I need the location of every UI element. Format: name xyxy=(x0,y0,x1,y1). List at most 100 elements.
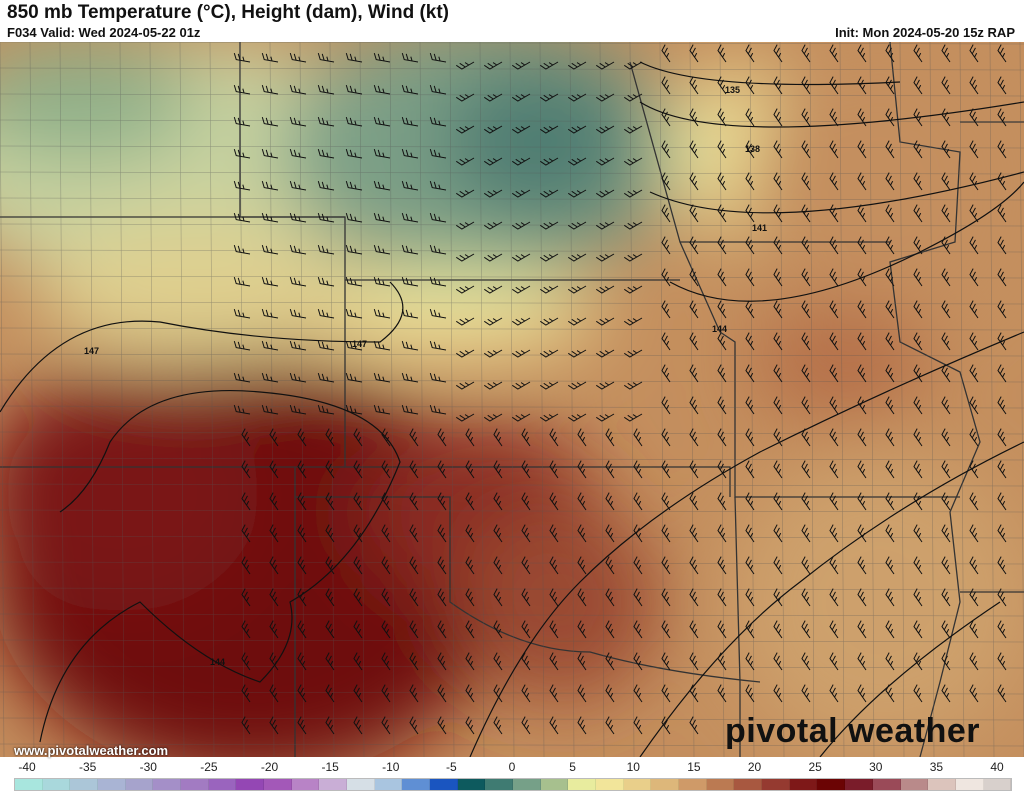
colorbar-swatch xyxy=(485,779,514,790)
wind-barb xyxy=(717,76,727,95)
wind-barb xyxy=(885,108,895,127)
wind-barb xyxy=(829,652,839,671)
wind-barb xyxy=(801,396,811,415)
wind-barb xyxy=(689,652,699,671)
wind-barb xyxy=(857,204,867,223)
wind-barb xyxy=(913,268,923,287)
wind-barb xyxy=(437,556,447,575)
wind-barb xyxy=(465,524,475,543)
wind-barb xyxy=(437,684,447,703)
wind-barb xyxy=(456,125,475,134)
wind-barb xyxy=(484,285,503,294)
wind-barb xyxy=(941,204,951,223)
wind-barb xyxy=(401,84,419,95)
wind-barb xyxy=(437,428,447,447)
wind-barb xyxy=(885,428,895,447)
wind-barb xyxy=(857,172,867,191)
colorbar-swatch xyxy=(153,779,182,790)
wind-barb xyxy=(345,372,363,383)
wind-barb xyxy=(829,76,839,95)
wind-barb xyxy=(577,524,587,543)
wind-barb xyxy=(465,620,475,639)
wind-barb xyxy=(745,44,755,63)
wind-barb xyxy=(484,253,503,262)
temperature-colorbar xyxy=(14,778,1012,791)
wind-barb xyxy=(829,140,839,159)
wind-barb xyxy=(577,556,587,575)
wind-barb xyxy=(241,460,251,479)
website-url[interactable]: www.pivotalweather.com xyxy=(14,743,169,758)
colorbar-tick-label: -10 xyxy=(382,760,400,774)
wind-barb xyxy=(484,125,503,134)
wind-barb xyxy=(941,524,951,543)
wind-barb xyxy=(773,460,783,479)
wind-barb xyxy=(269,428,279,447)
wind-barb xyxy=(325,460,335,479)
wind-barb xyxy=(885,364,895,383)
wind-barb xyxy=(233,276,251,287)
wind-barb xyxy=(773,364,783,383)
wind-barb xyxy=(997,172,1007,191)
wind-barb xyxy=(540,285,559,294)
wind-barb xyxy=(261,180,279,191)
wind-barb xyxy=(241,524,251,543)
wind-barb xyxy=(624,413,643,422)
wind-barb xyxy=(801,236,811,255)
wind-barb xyxy=(269,684,279,703)
wind-barb xyxy=(829,460,839,479)
wind-barb xyxy=(661,428,671,447)
wind-barb xyxy=(512,413,531,422)
wind-barb xyxy=(373,404,391,415)
wind-barb xyxy=(689,460,699,479)
wind-barb xyxy=(689,204,699,223)
wind-barb xyxy=(521,620,531,639)
wind-barb xyxy=(997,556,1007,575)
wind-barb xyxy=(577,684,587,703)
wind-barb xyxy=(661,716,671,735)
wind-barb xyxy=(773,428,783,447)
wind-barb xyxy=(969,364,979,383)
wind-barb xyxy=(801,652,811,671)
wind-barb xyxy=(345,244,363,255)
wind-barb xyxy=(941,492,951,511)
colorbar-swatch xyxy=(955,779,984,790)
wind-barb xyxy=(297,652,307,671)
wind-barb xyxy=(885,300,895,319)
wind-barb xyxy=(661,268,671,287)
colorbar-swatch xyxy=(734,779,763,790)
weather-map[interactable]: 135 138 141 144 147 147 144 xyxy=(0,42,1024,757)
wind-barb xyxy=(484,221,503,230)
wind-barb xyxy=(568,253,587,262)
colorbar-tick-label: -30 xyxy=(139,760,157,774)
wind-barb xyxy=(353,716,363,735)
wind-barb xyxy=(773,300,783,319)
wind-barb xyxy=(913,204,923,223)
wind-barb xyxy=(717,172,727,191)
wind-barb xyxy=(429,340,447,351)
wind-barb xyxy=(829,332,839,351)
wind-barb xyxy=(233,52,251,63)
wind-barb xyxy=(885,268,895,287)
wind-barb xyxy=(717,588,727,607)
wind-barb xyxy=(624,93,643,102)
wind-barb xyxy=(317,116,335,127)
wind-barb xyxy=(353,556,363,575)
wind-barb xyxy=(456,221,475,230)
wind-barb xyxy=(885,204,895,223)
wind-barb xyxy=(289,276,307,287)
wind-barb xyxy=(261,340,279,351)
wind-barb xyxy=(661,204,671,223)
wind-barb xyxy=(801,364,811,383)
wind-barb xyxy=(289,148,307,159)
wind-barb xyxy=(913,172,923,191)
wind-barb xyxy=(913,492,923,511)
wind-barb xyxy=(409,684,419,703)
wind-barb xyxy=(801,684,811,703)
wind-barb xyxy=(941,108,951,127)
wind-barb xyxy=(568,317,587,326)
wind-barb xyxy=(857,492,867,511)
wind-barb xyxy=(289,372,307,383)
wind-barb xyxy=(913,428,923,447)
wind-barb xyxy=(717,44,727,63)
wind-barb xyxy=(373,148,391,159)
